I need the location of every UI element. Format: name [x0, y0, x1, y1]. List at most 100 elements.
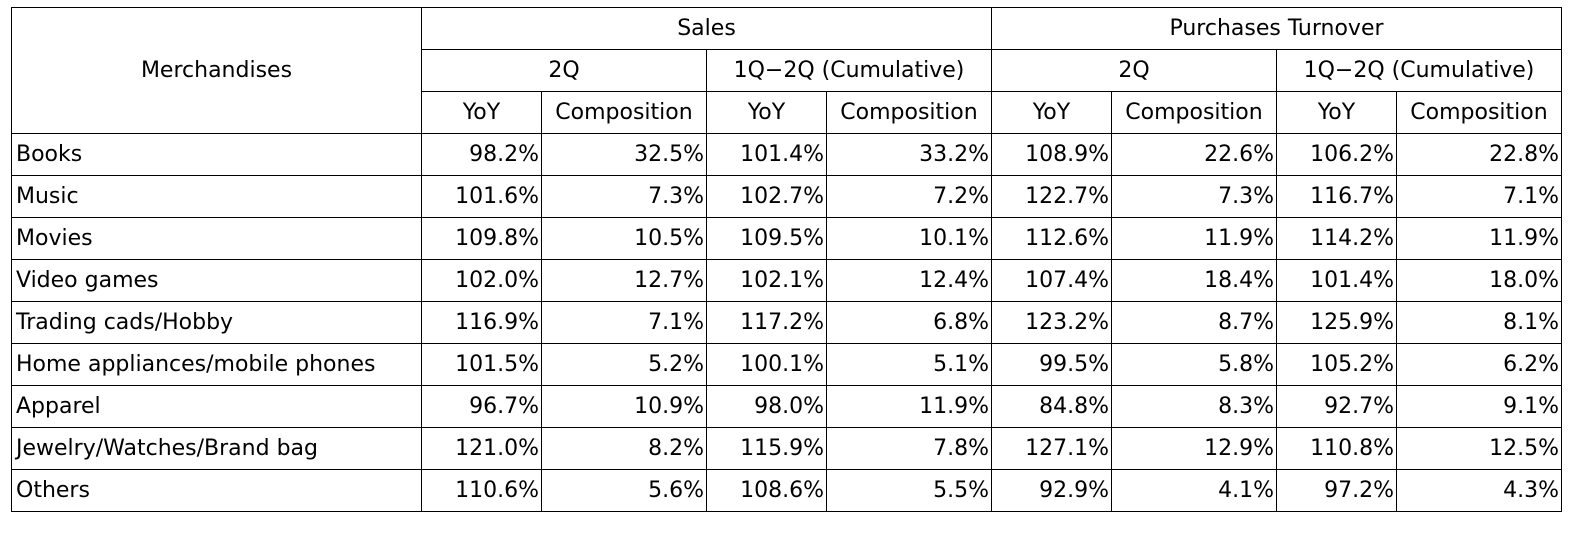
table-cell: 98.0% — [706, 385, 827, 428]
table-cell: 122.7% — [991, 175, 1112, 218]
table-cell: 106.2% — [1276, 133, 1397, 176]
table-cell: 105.2% — [1276, 343, 1397, 386]
table-row: Jewelry/Watches/Brand bag 121.0% 8.2% 115.9… — [11, 427, 1562, 470]
table-cell: 125.9% — [1276, 301, 1397, 344]
table-cell: 9.1% — [1396, 385, 1562, 428]
table-cell: 97.2% — [1276, 469, 1397, 512]
table-cell: 7.2% — [826, 175, 992, 218]
header-purchases-cum-composition: Composition — [1396, 91, 1562, 134]
table-cell: 102.7% — [706, 175, 827, 218]
table-cell: 5.2% — [541, 343, 707, 386]
table-cell: 100.1% — [706, 343, 827, 386]
table-cell: 112.6% — [991, 217, 1112, 260]
table-cell: 101.6% — [421, 175, 542, 218]
table-cell: 92.7% — [1276, 385, 1397, 428]
table-row: Others 110.6% 5.6% 108.6% 5.5% 92.9% 4.1% 97.2%… — [11, 469, 1562, 512]
table-cell: 11.9% — [1396, 217, 1562, 260]
header-purchases-2q-composition: Composition — [1111, 91, 1277, 134]
row-label: Music — [11, 175, 422, 218]
table-cell: 5.6% — [541, 469, 707, 512]
header-group-sales: Sales — [421, 7, 992, 50]
table-row: Movies 109.8% 10.5% 109.5% 10.1% 112.6% 11.9% 1… — [11, 217, 1562, 260]
table-cell: 7.1% — [1396, 175, 1562, 218]
table-cell: 33.2% — [826, 133, 992, 176]
header-sales-2q-composition: Composition — [541, 91, 707, 134]
row-label: Trading cads/Hobby — [11, 301, 422, 344]
table-cell: 116.7% — [1276, 175, 1397, 218]
row-label: Apparel — [11, 385, 422, 428]
table-cell: 10.5% — [541, 217, 707, 260]
table-cell: 6.8% — [826, 301, 992, 344]
table-cell: 102.1% — [706, 259, 827, 302]
table-cell: 22.6% — [1111, 133, 1277, 176]
table-row: Music 101.6% 7.3% 102.7% 7.2% 122.7% 7.3% 116.7… — [11, 175, 1562, 218]
table-cell: 8.1% — [1396, 301, 1562, 344]
table-cell: 123.2% — [991, 301, 1112, 344]
table-cell: 8.3% — [1111, 385, 1277, 428]
table-cell: 12.5% — [1396, 427, 1562, 470]
table-cell: 10.9% — [541, 385, 707, 428]
table-cell: 10.1% — [826, 217, 992, 260]
row-label: Home appliances/mobile phones — [11, 343, 422, 386]
table-container: Merchandises Sales Purchases Turnover 2Q… — [11, 7, 1562, 512]
header-purchases-cumulative: 1Q−2Q (Cumulative) — [1276, 49, 1562, 92]
table-cell: 101.4% — [706, 133, 827, 176]
table-cell: 4.1% — [1111, 469, 1277, 512]
table-cell: 108.9% — [991, 133, 1112, 176]
table-cell: 5.5% — [826, 469, 992, 512]
table-cell: 92.9% — [991, 469, 1112, 512]
table-cell: 114.2% — [1276, 217, 1397, 260]
row-label: Video games — [11, 259, 422, 302]
table-cell: 11.9% — [826, 385, 992, 428]
table-row: Trading cads/Hobby 116.9% 7.1% 117.2% 6.8% 12… — [11, 301, 1562, 344]
table-cell: 8.2% — [541, 427, 707, 470]
table-cell: 22.8% — [1396, 133, 1562, 176]
row-label: Others — [11, 469, 422, 512]
table-cell: 84.8% — [991, 385, 1112, 428]
table-cell: 7.3% — [541, 175, 707, 218]
header-sales-cum-composition: Composition — [826, 91, 992, 134]
header-sales-cumulative: 1Q−2Q (Cumulative) — [706, 49, 992, 92]
table-cell: 7.3% — [1111, 175, 1277, 218]
header-sales-2q: 2Q — [421, 49, 707, 92]
table-cell: 127.1% — [991, 427, 1112, 470]
table-cell: 98.2% — [421, 133, 542, 176]
header-sales-cum-yoy: YoY — [706, 91, 827, 134]
table-cell: 109.5% — [706, 217, 827, 260]
table-cell: 108.6% — [706, 469, 827, 512]
table-body: Books 98.2% 32.5% 101.4% 33.2% 108.9% 22.6% 106… — [11, 133, 1562, 512]
header-row-groups: Merchandises Sales Purchases Turnover — [11, 7, 1562, 134]
table-cell: 107.4% — [991, 259, 1112, 302]
table-cell: 121.0% — [421, 427, 542, 470]
table-cell: 4.3% — [1396, 469, 1562, 512]
table-row: Video games 102.0% 12.7% 102.1% 12.4% 107.4% 1… — [11, 259, 1562, 302]
table-cell: 5.8% — [1111, 343, 1277, 386]
table-cell: 12.4% — [826, 259, 992, 302]
table-cell: 12.9% — [1111, 427, 1277, 470]
header-merchandises: Merchandises — [11, 7, 422, 134]
header-purchases-2q-yoy: YoY — [991, 91, 1112, 134]
table-cell: 116.9% — [421, 301, 542, 344]
header-purchases-2q: 2Q — [991, 49, 1277, 92]
row-label: Books — [11, 133, 422, 176]
table-cell: 12.7% — [541, 259, 707, 302]
table-cell: 101.4% — [1276, 259, 1397, 302]
table-cell: 109.8% — [421, 217, 542, 260]
table-cell: 7.8% — [826, 427, 992, 470]
header-purchases-cum-yoy: YoY — [1276, 91, 1397, 134]
header-row-columns: YoY Composition YoY Composition YoY Comp… — [12, 91, 1562, 134]
table-cell: 96.7% — [421, 385, 542, 428]
merchandise-table: Merchandises Sales Purchases Turnover 2Q… — [11, 7, 1562, 512]
table-cell: 18.0% — [1396, 259, 1562, 302]
row-label: Movies — [11, 217, 422, 260]
table-cell: 102.0% — [421, 259, 542, 302]
table-row: Books 98.2% 32.5% 101.4% 33.2% 108.9% 22.6% 106… — [11, 133, 1562, 176]
table-cell: 8.7% — [1111, 301, 1277, 344]
table-cell: 110.8% — [1276, 427, 1397, 470]
table-cell: 11.9% — [1111, 217, 1277, 260]
table-cell: 7.1% — [541, 301, 707, 344]
table-cell: 115.9% — [706, 427, 827, 470]
table-row: Apparel 96.7% 10.9% 98.0% 11.9% 84.8% 8.3% 92.7… — [11, 385, 1562, 428]
row-label: Jewelry/Watches/Brand bag — [11, 427, 422, 470]
header-sales-2q-yoy: YoY — [421, 91, 542, 134]
